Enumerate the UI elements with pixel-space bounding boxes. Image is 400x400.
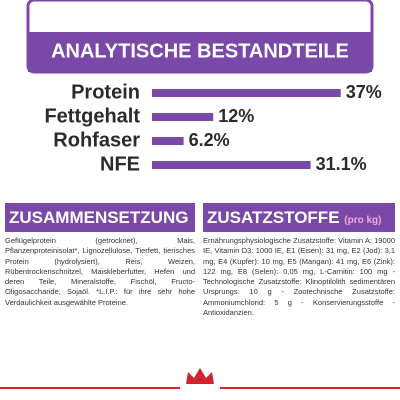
chart-title: ANALYTISCHE BESTANDTEILE	[51, 40, 349, 62]
additives-unit: (pro kg)	[344, 215, 382, 226]
bar	[152, 89, 341, 97]
category-label: Rohfaser	[53, 129, 140, 151]
bar	[152, 137, 184, 145]
additives-text: Ernährungsphysiologische Zusatzstoffe: V…	[203, 236, 395, 318]
additives-title: ZUSATZSTOFFE	[207, 208, 340, 227]
value-label: 12%	[218, 106, 254, 126]
value-label: 31.1%	[316, 154, 367, 174]
additives-header: ZUSATZSTOFFE (pro kg)	[203, 203, 395, 232]
bar	[152, 113, 214, 121]
composition-title: ZUSAMMENSETZUNG	[5, 203, 195, 232]
category-label: Protein	[71, 81, 140, 103]
value-label: 37%	[346, 82, 382, 102]
logo-crown	[186, 368, 214, 384]
title-band	[28, 32, 372, 72]
bar	[152, 161, 311, 169]
composition-text: Geflügelprotein (getrocknet), Mais, Pfla…	[5, 236, 195, 307]
category-label: Fettgehalt	[44, 105, 140, 127]
value-label: 6.2%	[189, 130, 230, 150]
category-label: NFE	[100, 153, 140, 175]
